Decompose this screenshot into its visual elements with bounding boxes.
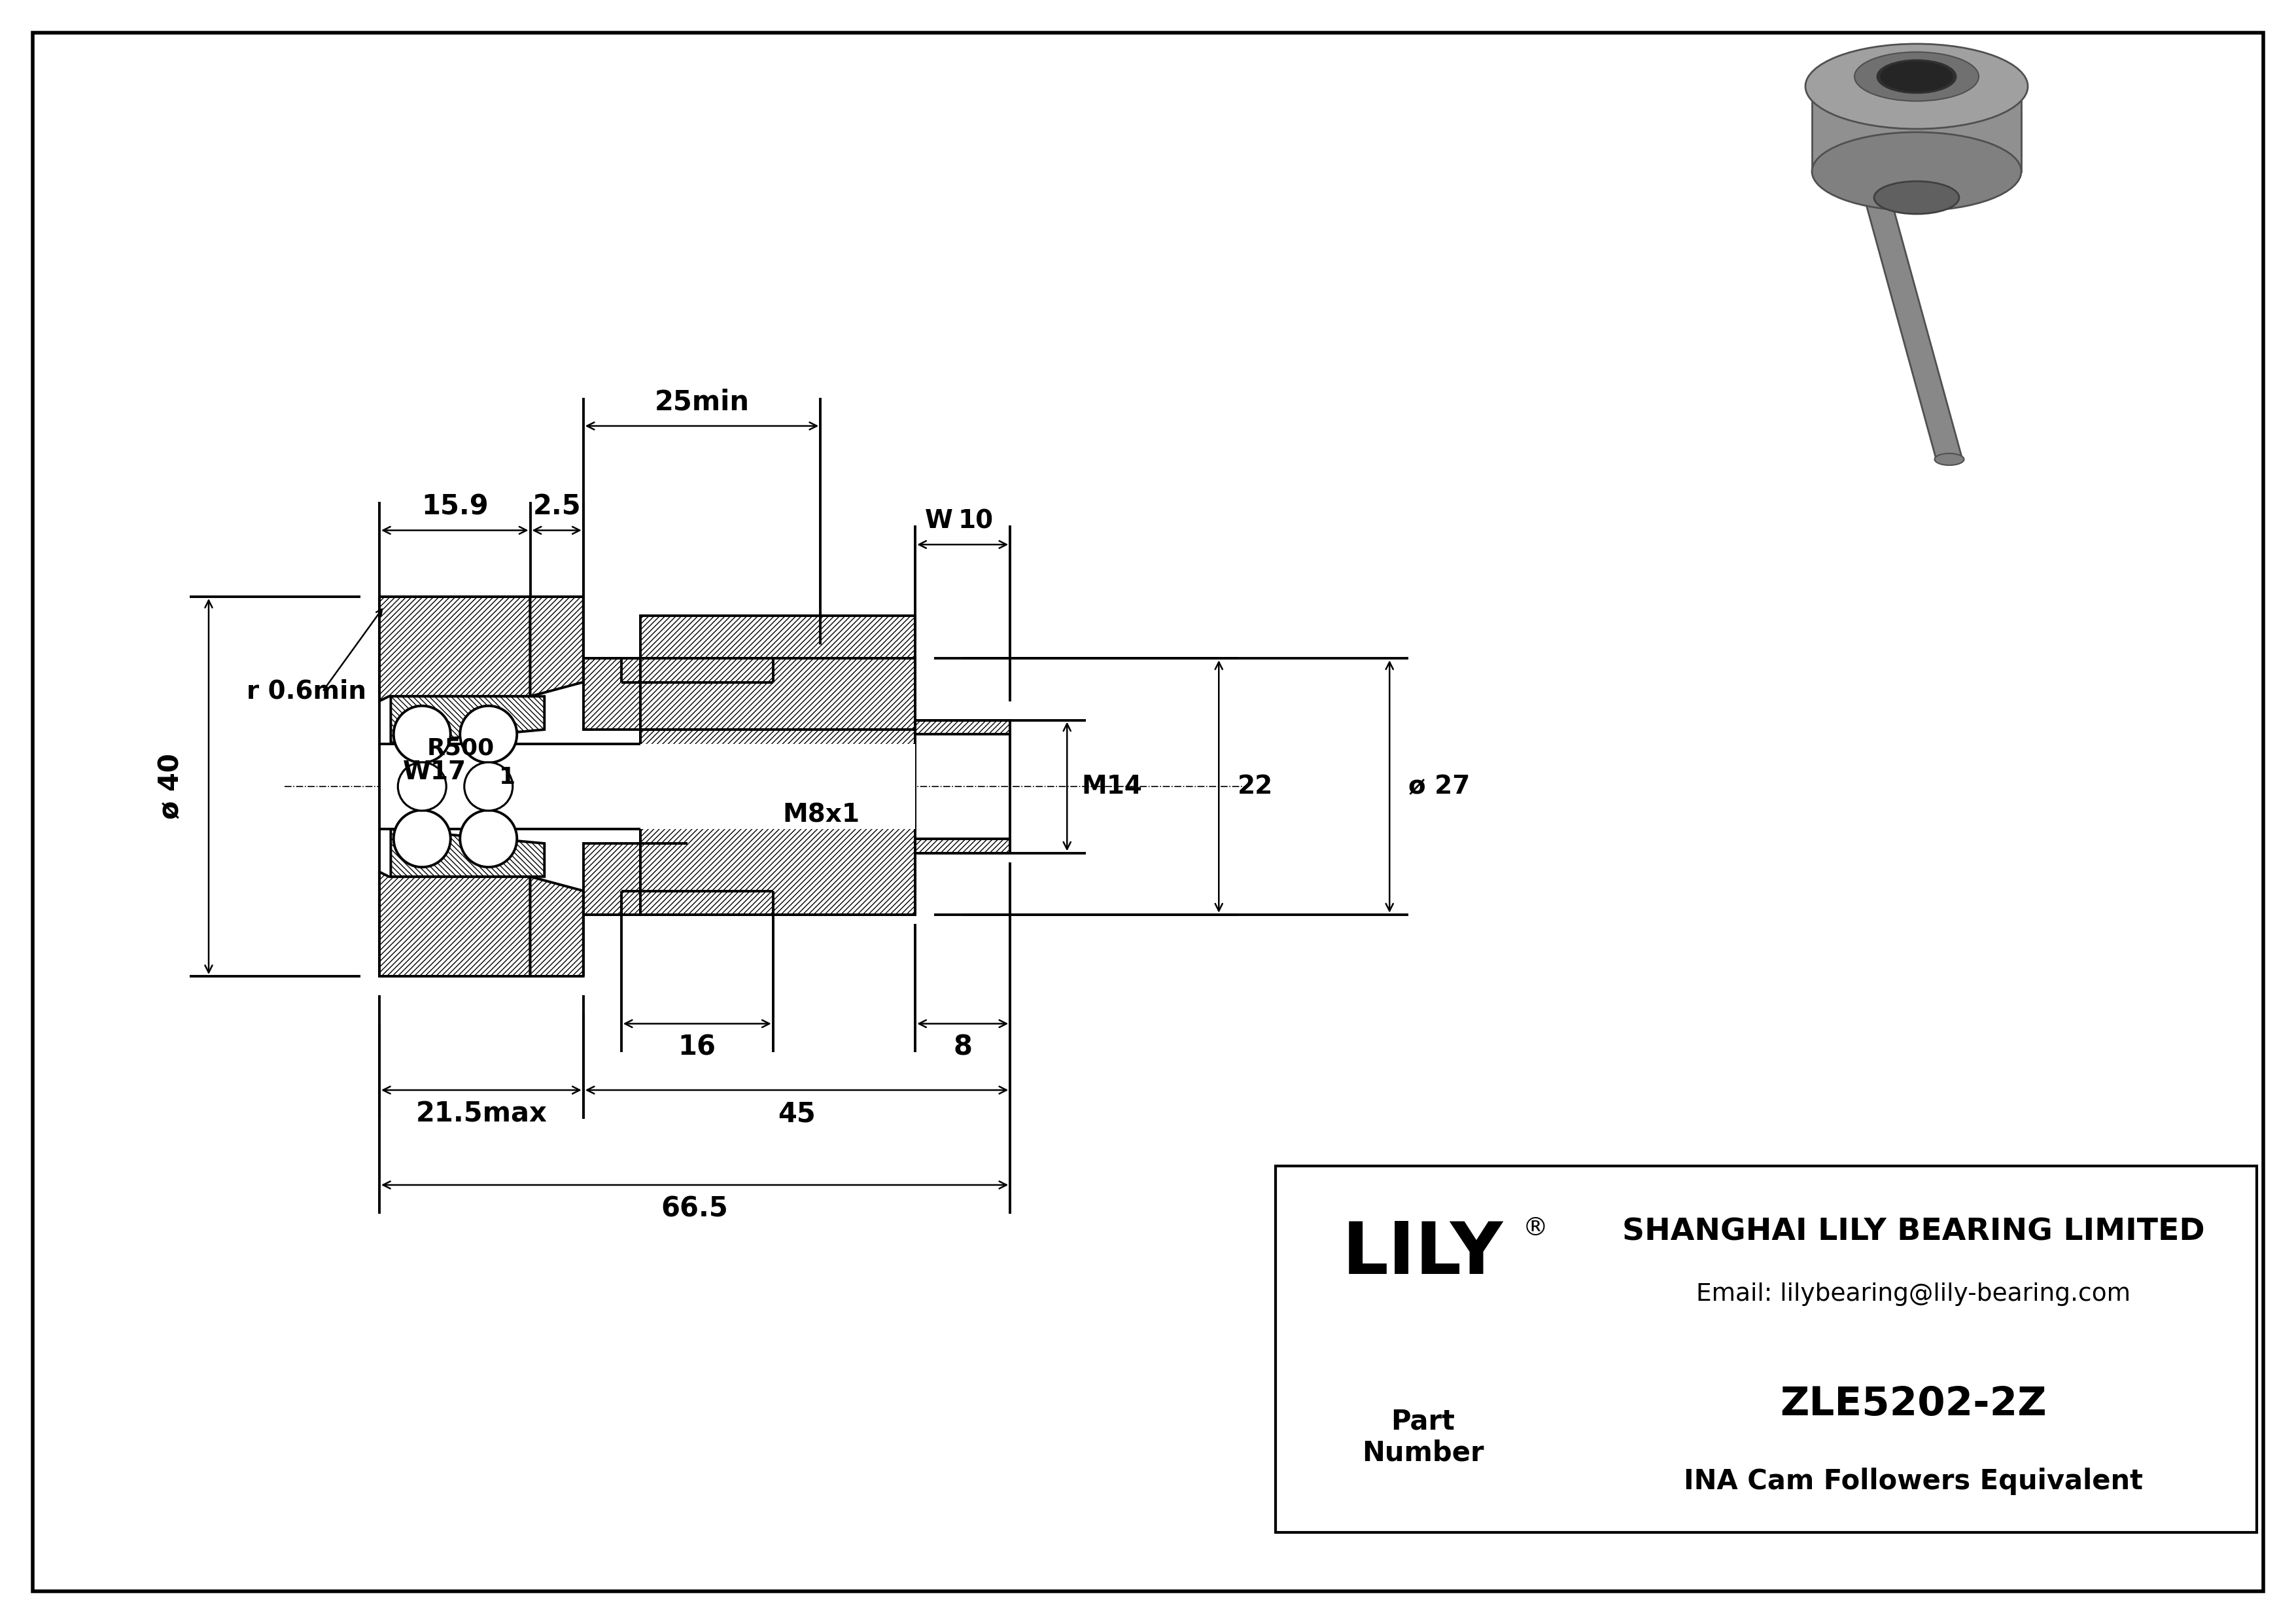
Text: 1: 1 <box>498 767 517 788</box>
Bar <box>641 729 916 914</box>
Circle shape <box>459 810 517 867</box>
Polygon shape <box>530 596 583 697</box>
Circle shape <box>393 810 450 867</box>
Text: 66.5: 66.5 <box>661 1195 728 1223</box>
Bar <box>1812 76 2020 172</box>
Bar <box>916 719 1010 734</box>
Text: 21.5max: 21.5max <box>416 1099 546 1127</box>
Text: SHANGHAI LILY BEARING LIMITED: SHANGHAI LILY BEARING LIMITED <box>1621 1218 2204 1247</box>
Text: 45: 45 <box>778 1099 815 1127</box>
Ellipse shape <box>1936 453 1963 464</box>
Text: 15.9: 15.9 <box>420 492 489 520</box>
Text: Email: lilybearing@lily-bearing.com: Email: lilybearing@lily-bearing.com <box>1697 1283 2131 1306</box>
Text: 16: 16 <box>677 1033 716 1060</box>
Text: M14: M14 <box>1081 775 1141 799</box>
Ellipse shape <box>1878 60 1956 93</box>
Text: W17: W17 <box>404 760 466 784</box>
Polygon shape <box>1864 198 1963 460</box>
Text: LILY: LILY <box>1343 1220 1504 1289</box>
Text: 25min: 25min <box>654 388 748 416</box>
Text: 10: 10 <box>957 508 994 533</box>
Circle shape <box>397 762 445 810</box>
Polygon shape <box>379 596 530 702</box>
Bar <box>641 744 916 830</box>
Ellipse shape <box>1805 44 2027 128</box>
Polygon shape <box>379 872 530 976</box>
Polygon shape <box>583 843 641 914</box>
Circle shape <box>459 706 517 763</box>
Text: ø 40: ø 40 <box>156 754 184 820</box>
Ellipse shape <box>1880 62 1952 91</box>
Ellipse shape <box>1874 182 1958 214</box>
Bar <box>641 658 916 729</box>
Text: R500: R500 <box>427 737 494 760</box>
Text: W: W <box>925 508 953 533</box>
Bar <box>641 615 916 658</box>
Text: Part
Number: Part Number <box>1362 1408 1483 1466</box>
Polygon shape <box>390 697 544 744</box>
Text: 8: 8 <box>953 1033 971 1060</box>
Text: ®: ® <box>1522 1216 1548 1241</box>
Text: M8x1: M8x1 <box>783 802 859 827</box>
Text: 22: 22 <box>1238 775 1274 799</box>
Circle shape <box>464 762 512 810</box>
Bar <box>916 838 1010 853</box>
Ellipse shape <box>1812 132 2020 211</box>
Circle shape <box>393 706 450 763</box>
Ellipse shape <box>1855 52 1979 101</box>
Polygon shape <box>530 877 583 976</box>
Text: ZLE5202-2Z: ZLE5202-2Z <box>1779 1385 2046 1424</box>
Text: 2.5: 2.5 <box>533 492 581 520</box>
Bar <box>379 744 641 830</box>
Text: ø 27: ø 27 <box>1407 775 1469 799</box>
Text: r 0.6min: r 0.6min <box>246 679 367 705</box>
Text: INA Cam Followers Equivalent: INA Cam Followers Equivalent <box>1683 1468 2142 1494</box>
Polygon shape <box>583 658 641 729</box>
Polygon shape <box>390 830 544 877</box>
Bar <box>1277 1166 2257 1533</box>
